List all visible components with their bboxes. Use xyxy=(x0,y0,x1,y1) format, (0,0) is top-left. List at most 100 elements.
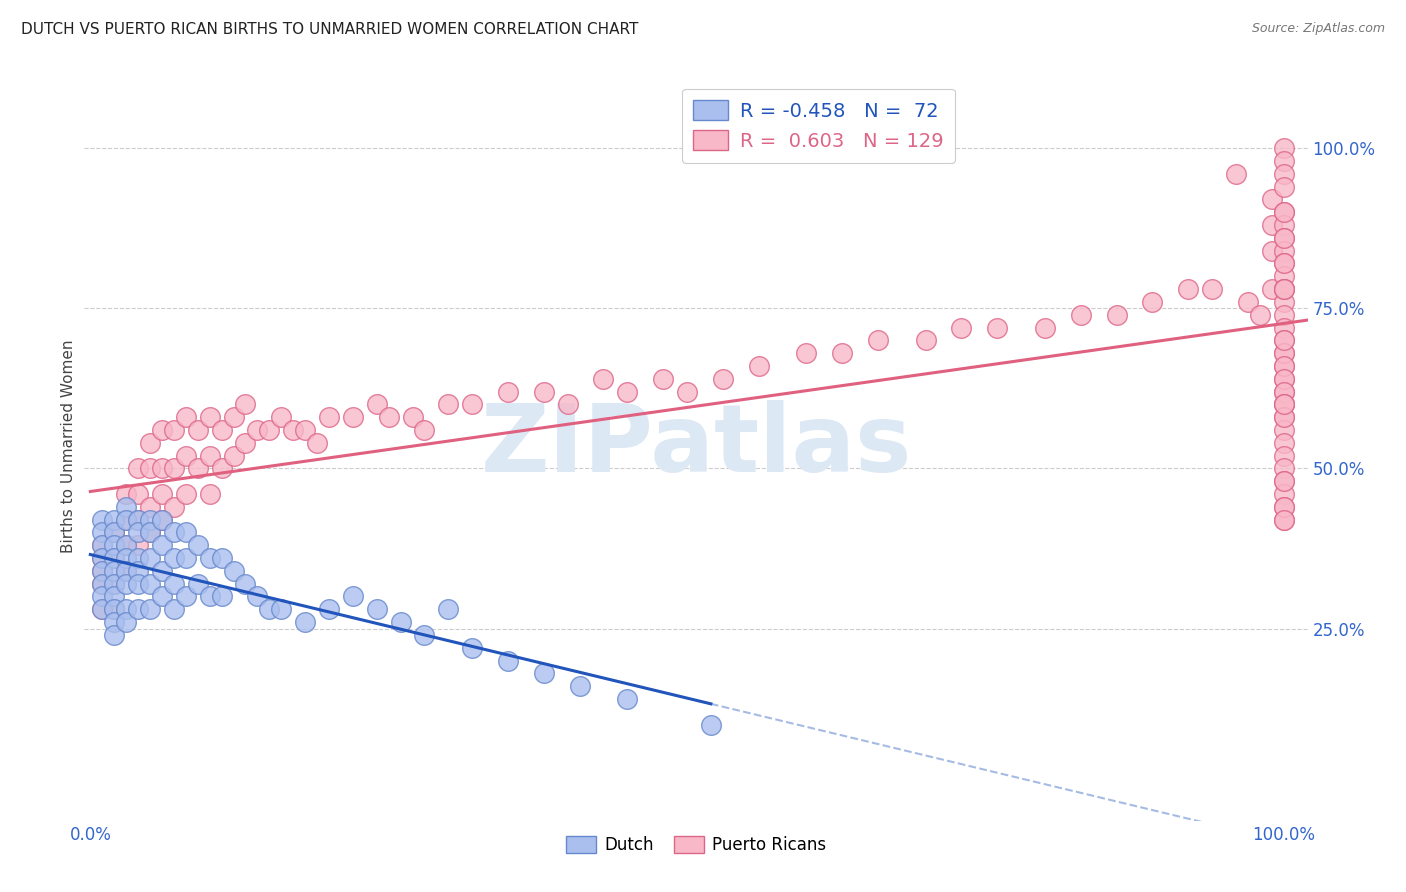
Point xyxy=(748,359,770,373)
Point xyxy=(1272,372,1295,386)
Point xyxy=(1272,256,1295,270)
Point xyxy=(103,590,125,604)
Point xyxy=(592,372,614,386)
Point xyxy=(1272,500,1295,514)
Point xyxy=(187,576,209,591)
Point xyxy=(1272,359,1295,373)
Point xyxy=(1272,231,1295,245)
Point xyxy=(139,525,162,540)
Point xyxy=(91,551,114,566)
Point xyxy=(1261,244,1284,258)
Point xyxy=(1272,334,1295,348)
Point xyxy=(91,513,114,527)
Point xyxy=(711,372,734,386)
Point xyxy=(366,602,388,616)
Point xyxy=(1272,474,1295,488)
Point xyxy=(1272,372,1295,386)
Point xyxy=(1142,294,1164,309)
Point xyxy=(174,410,197,425)
Point xyxy=(1272,179,1295,194)
Point xyxy=(616,692,638,706)
Point xyxy=(270,602,292,616)
Point xyxy=(1272,449,1295,463)
Point xyxy=(198,551,221,566)
Point xyxy=(950,320,973,334)
Point xyxy=(115,564,138,578)
Point xyxy=(700,717,723,731)
Point xyxy=(377,410,399,425)
Point xyxy=(866,334,889,348)
Point xyxy=(127,538,149,552)
Point xyxy=(115,615,138,629)
Point xyxy=(1272,282,1295,296)
Point xyxy=(127,513,149,527)
Point xyxy=(222,564,245,578)
Point xyxy=(1272,244,1295,258)
Point xyxy=(187,461,209,475)
Point xyxy=(307,435,329,450)
Point xyxy=(127,576,149,591)
Point xyxy=(1272,474,1295,488)
Point xyxy=(652,372,675,386)
Point xyxy=(163,461,186,475)
Point xyxy=(259,602,281,616)
Point xyxy=(1272,308,1295,322)
Point xyxy=(413,628,436,642)
Point xyxy=(1261,218,1284,232)
Point xyxy=(283,423,305,437)
Point xyxy=(437,602,460,616)
Point xyxy=(568,679,591,693)
Point xyxy=(1105,308,1128,322)
Point xyxy=(91,525,114,540)
Point xyxy=(914,334,936,348)
Point xyxy=(139,500,162,514)
Point xyxy=(163,551,186,566)
Point xyxy=(616,384,638,399)
Point xyxy=(103,513,125,527)
Point xyxy=(235,435,257,450)
Point xyxy=(91,564,114,578)
Point xyxy=(1261,282,1284,296)
Point xyxy=(103,576,125,591)
Point xyxy=(318,410,340,425)
Point xyxy=(1177,282,1199,296)
Point xyxy=(91,602,114,616)
Point xyxy=(1272,500,1295,514)
Point xyxy=(401,410,423,425)
Point xyxy=(1272,410,1295,425)
Point xyxy=(103,615,125,629)
Point xyxy=(235,397,257,411)
Point xyxy=(1272,205,1295,219)
Point xyxy=(211,551,233,566)
Point xyxy=(533,384,555,399)
Point xyxy=(150,487,173,501)
Point xyxy=(127,525,149,540)
Point xyxy=(91,590,114,604)
Point xyxy=(115,551,138,566)
Point xyxy=(1272,282,1295,296)
Point xyxy=(150,564,173,578)
Point xyxy=(259,423,281,437)
Point xyxy=(103,525,125,540)
Text: Source: ZipAtlas.com: Source: ZipAtlas.com xyxy=(1251,22,1385,36)
Point xyxy=(1272,334,1295,348)
Point xyxy=(557,397,579,411)
Point xyxy=(103,576,125,591)
Point xyxy=(1272,359,1295,373)
Point xyxy=(533,666,555,681)
Point xyxy=(127,564,149,578)
Point xyxy=(103,602,125,616)
Point xyxy=(294,423,316,437)
Point xyxy=(318,602,340,616)
Point xyxy=(1272,320,1295,334)
Point xyxy=(127,602,149,616)
Point xyxy=(91,576,114,591)
Point xyxy=(1272,397,1295,411)
Point xyxy=(1272,397,1295,411)
Point xyxy=(91,576,114,591)
Point xyxy=(1070,308,1092,322)
Point xyxy=(796,346,818,360)
Point xyxy=(163,423,186,437)
Point xyxy=(1272,346,1295,360)
Point xyxy=(115,538,138,552)
